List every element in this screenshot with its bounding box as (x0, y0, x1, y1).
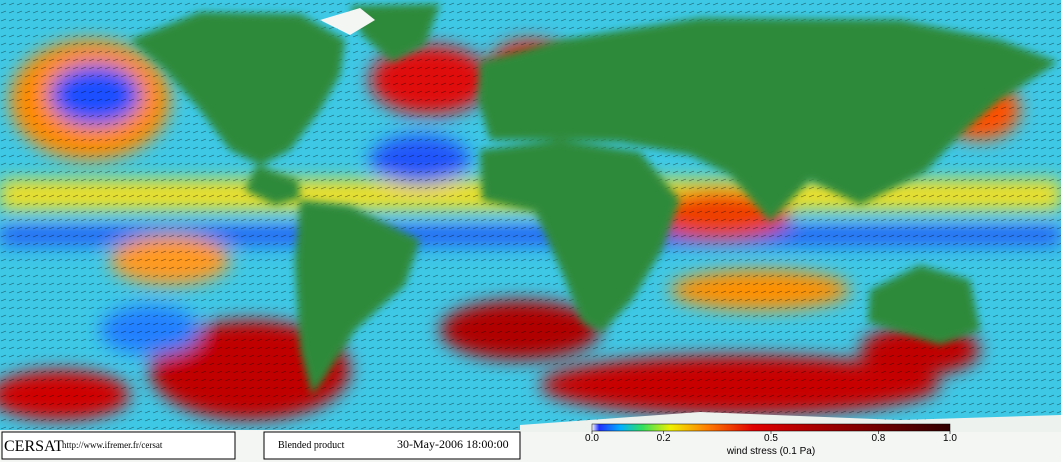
url: http://www.ifremer.fr/cersat (62, 440, 163, 450)
colorbar-tick-label: 0.8 (871, 433, 885, 444)
colorbar-tick-label: 0.5 (764, 433, 778, 444)
logo: CERSAT (4, 438, 64, 455)
timestamp: 30-May-2006 18:00:00 (397, 437, 509, 451)
product: Blended product (278, 440, 345, 451)
colorbar-label: wind stress (0.1 Pa) (726, 446, 815, 457)
product-box (263, 431, 521, 460)
land (130, 4, 1058, 395)
colorbar-tick-label: 0.0 (585, 433, 599, 444)
colorbar-tick-label: 0.2 (657, 433, 671, 444)
colorbar (591, 423, 951, 432)
logo-box (1, 431, 236, 460)
colorbar-tick-label: 1.0 (943, 433, 957, 444)
